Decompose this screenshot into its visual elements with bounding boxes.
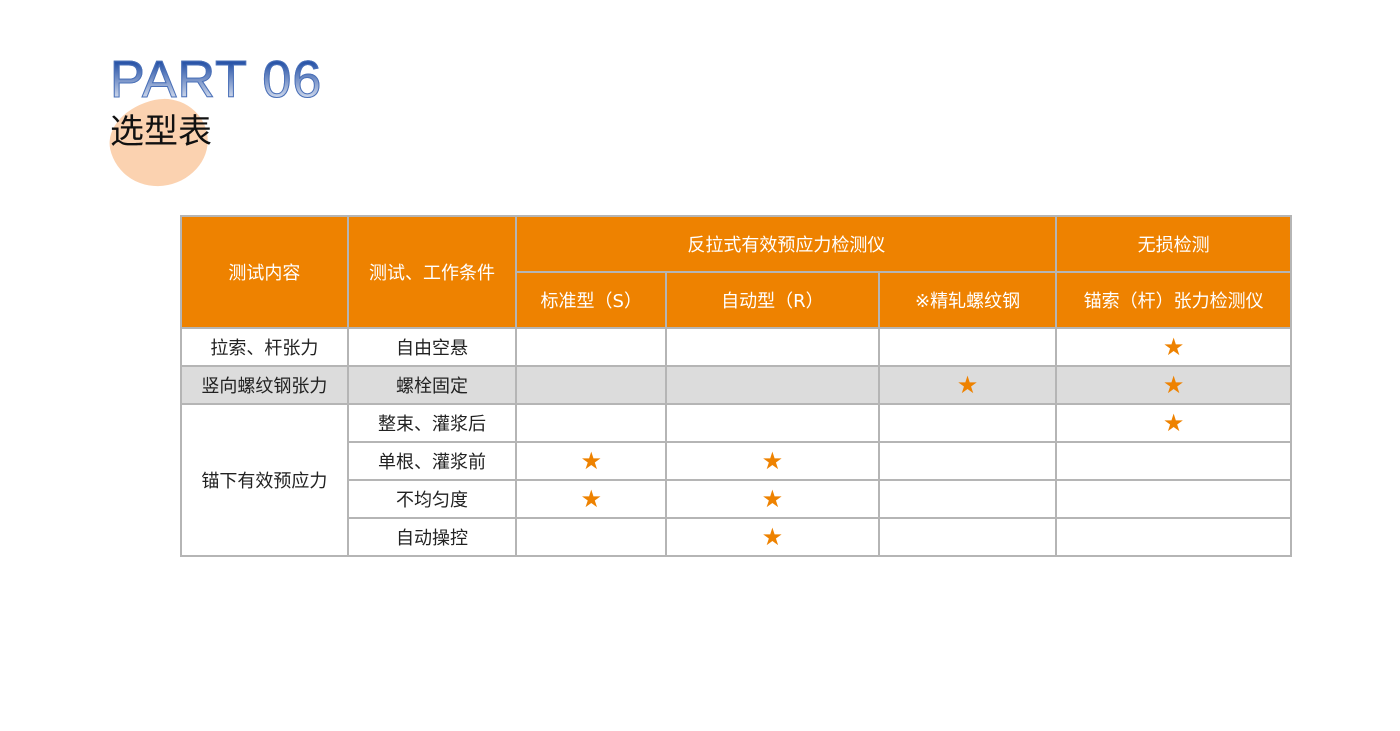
table-row: 拉索、杆张力 自由空悬 ★: [180, 327, 1292, 367]
cell-mark: [877, 327, 1058, 367]
star-icon: ★: [580, 485, 602, 513]
cell-mark: [665, 327, 880, 367]
cell-mark: ★: [515, 479, 668, 519]
cell-mark: ★: [665, 441, 880, 481]
header-test-content: 测试内容: [180, 215, 349, 329]
cell-mark: [877, 403, 1058, 443]
cell-mark: ★: [877, 365, 1058, 405]
cell-mark: [1055, 517, 1292, 557]
cell-mark: ★: [665, 479, 880, 519]
header-standard: 标准型（S）: [515, 271, 668, 329]
cell-mark: [515, 403, 668, 443]
cell-content: 锚下有效预应力: [180, 403, 349, 557]
cell-mark: [515, 327, 668, 367]
star-icon: ★: [956, 371, 979, 399]
cell-condition: 不均匀度: [346, 479, 518, 519]
cell-mark: [515, 517, 668, 557]
cell-condition: 自动操控: [346, 517, 518, 557]
header-auto: 自动型（R）: [665, 271, 880, 329]
cell-content: 拉索、杆张力: [180, 327, 349, 367]
cell-mark: [1055, 441, 1292, 481]
cell-content: 竖向螺纹钢张力: [180, 365, 349, 405]
cell-mark: ★: [1055, 327, 1292, 367]
header-condition: 测试、工作条件: [346, 215, 518, 329]
table-row: 自动操控 ★: [181, 517, 1292, 557]
star-icon: ★: [1162, 333, 1185, 361]
star-icon: ★: [580, 447, 602, 475]
cell-mark: [515, 365, 668, 405]
part-number: PART 06: [109, 51, 323, 109]
cell-condition: 单根、灌浆前: [346, 441, 518, 481]
cell-mark: ★: [1055, 403, 1292, 443]
cell-mark: ★: [1055, 365, 1292, 405]
cell-condition: 整束、灌浆后: [346, 403, 518, 443]
table-row: 锚下有效预应力 整束、灌浆后 ★: [180, 403, 1292, 557]
cell-condition: 螺栓固定: [346, 365, 518, 405]
header-anchor-tension: 锚索（杆）张力检测仪: [1055, 271, 1292, 329]
table-row: 单根、灌浆前 ★ ★: [181, 441, 1292, 481]
cell-mark: [665, 403, 880, 443]
page-title: 选型表: [110, 112, 212, 152]
star-icon: ★: [1162, 409, 1185, 437]
header-group-reverse-pull: 反拉式有效预应力检测仪: [515, 215, 1058, 273]
star-icon: ★: [761, 447, 784, 475]
header-rebar: ※精轧螺纹钢: [877, 271, 1058, 329]
star-icon: ★: [761, 485, 784, 513]
cell-mark: ★: [515, 441, 668, 481]
header-group-nondestructive: 无损检测: [1055, 215, 1292, 273]
table-row: 不均匀度 ★ ★: [181, 479, 1292, 519]
star-icon: ★: [1162, 371, 1185, 399]
cell-mark: ★: [665, 517, 880, 557]
table-row: 竖向螺纹钢张力 螺栓固定 ★ ★: [180, 365, 1292, 405]
cell-mark: [877, 441, 1058, 481]
cell-mark: [877, 517, 1058, 557]
cell-mark: [1055, 479, 1292, 519]
cell-mark: [665, 365, 880, 405]
cell-condition: 自由空悬: [346, 327, 518, 367]
star-icon: ★: [761, 523, 784, 551]
selection-table: 测试内容 测试、工作条件 反拉式有效预应力检测仪 无损检测 标准型（S） 自动型…: [180, 215, 1292, 557]
cell-mark: [877, 479, 1058, 519]
